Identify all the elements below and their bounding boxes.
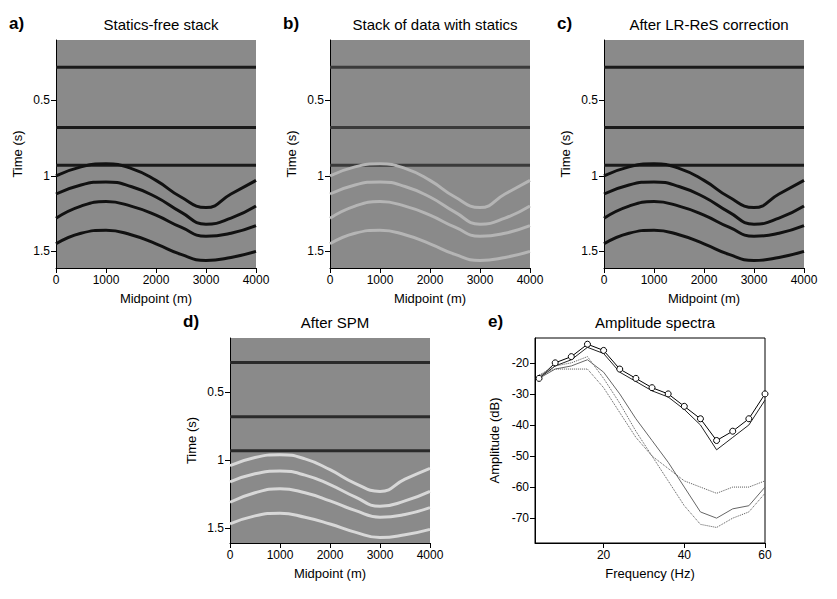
svg-text:Time (s): Time (s) (558, 130, 573, 177)
svg-text:2000: 2000 (691, 273, 718, 287)
svg-text:After LR-ReS correction: After LR-ReS correction (629, 16, 788, 33)
svg-text:b): b) (283, 14, 299, 33)
svg-text:1: 1 (217, 453, 224, 467)
svg-text:1000: 1000 (641, 273, 668, 287)
svg-text:e): e) (488, 312, 503, 331)
svg-text:-50: -50 (512, 449, 530, 463)
svg-text:Amplitude spectra: Amplitude spectra (595, 314, 716, 331)
svg-text:0: 0 (601, 273, 608, 287)
svg-text:0.5: 0.5 (207, 385, 224, 399)
svg-text:-20: -20 (512, 356, 530, 370)
svg-text:4000: 4000 (417, 548, 444, 562)
svg-text:0.5: 0.5 (33, 93, 50, 107)
svg-text:20: 20 (597, 548, 611, 562)
svg-text:40: 40 (678, 548, 692, 562)
svg-text:1.5: 1.5 (307, 244, 324, 258)
svg-text:0.5: 0.5 (307, 93, 324, 107)
svg-text:2000: 2000 (317, 548, 344, 562)
svg-text:Midpoint (m): Midpoint (m) (120, 291, 192, 306)
svg-text:4000: 4000 (791, 273, 818, 287)
svg-text:1000: 1000 (267, 548, 294, 562)
svg-text:3000: 3000 (193, 273, 220, 287)
svg-text:4000: 4000 (243, 273, 270, 287)
svg-text:-30: -30 (512, 387, 530, 401)
svg-text:Stack of data with statics: Stack of data with statics (352, 16, 517, 33)
svg-text:After SPM: After SPM (301, 314, 369, 331)
svg-text:0: 0 (327, 273, 334, 287)
svg-text:Time (s): Time (s) (10, 130, 25, 177)
svg-text:Frequency (Hz): Frequency (Hz) (605, 566, 695, 581)
svg-text:1: 1 (591, 169, 598, 183)
svg-text:Midpoint (m): Midpoint (m) (294, 566, 366, 581)
svg-text:-70: -70 (512, 511, 530, 525)
svg-text:Midpoint (m): Midpoint (m) (394, 291, 466, 306)
svg-text:Midpoint (m): Midpoint (m) (668, 291, 740, 306)
svg-text:2000: 2000 (417, 273, 444, 287)
svg-text:1.5: 1.5 (207, 521, 224, 535)
svg-text:4000: 4000 (517, 273, 544, 287)
svg-text:-60: -60 (512, 480, 530, 494)
svg-text:1: 1 (317, 169, 324, 183)
svg-text:0: 0 (227, 548, 234, 562)
svg-text:1.5: 1.5 (581, 244, 598, 258)
svg-text:a): a) (9, 14, 24, 33)
svg-text:Amplitude (dB): Amplitude (dB) (487, 398, 502, 484)
svg-text:3000: 3000 (367, 548, 394, 562)
svg-text:d): d) (183, 312, 199, 331)
svg-text:0: 0 (53, 273, 60, 287)
svg-text:1.5: 1.5 (33, 244, 50, 258)
svg-text:0.5: 0.5 (581, 93, 598, 107)
svg-text:1000: 1000 (367, 273, 394, 287)
svg-text:1: 1 (43, 169, 50, 183)
svg-text:Time (s): Time (s) (184, 417, 199, 464)
svg-text:Statics-free stack: Statics-free stack (103, 16, 219, 33)
svg-text:-40: -40 (512, 418, 530, 432)
svg-text:3000: 3000 (467, 273, 494, 287)
svg-text:Time (s): Time (s) (284, 130, 299, 177)
svg-text:1000: 1000 (93, 273, 120, 287)
svg-text:3000: 3000 (741, 273, 768, 287)
svg-text:c): c) (557, 14, 572, 33)
svg-text:2000: 2000 (143, 273, 170, 287)
svg-text:60: 60 (758, 548, 772, 562)
